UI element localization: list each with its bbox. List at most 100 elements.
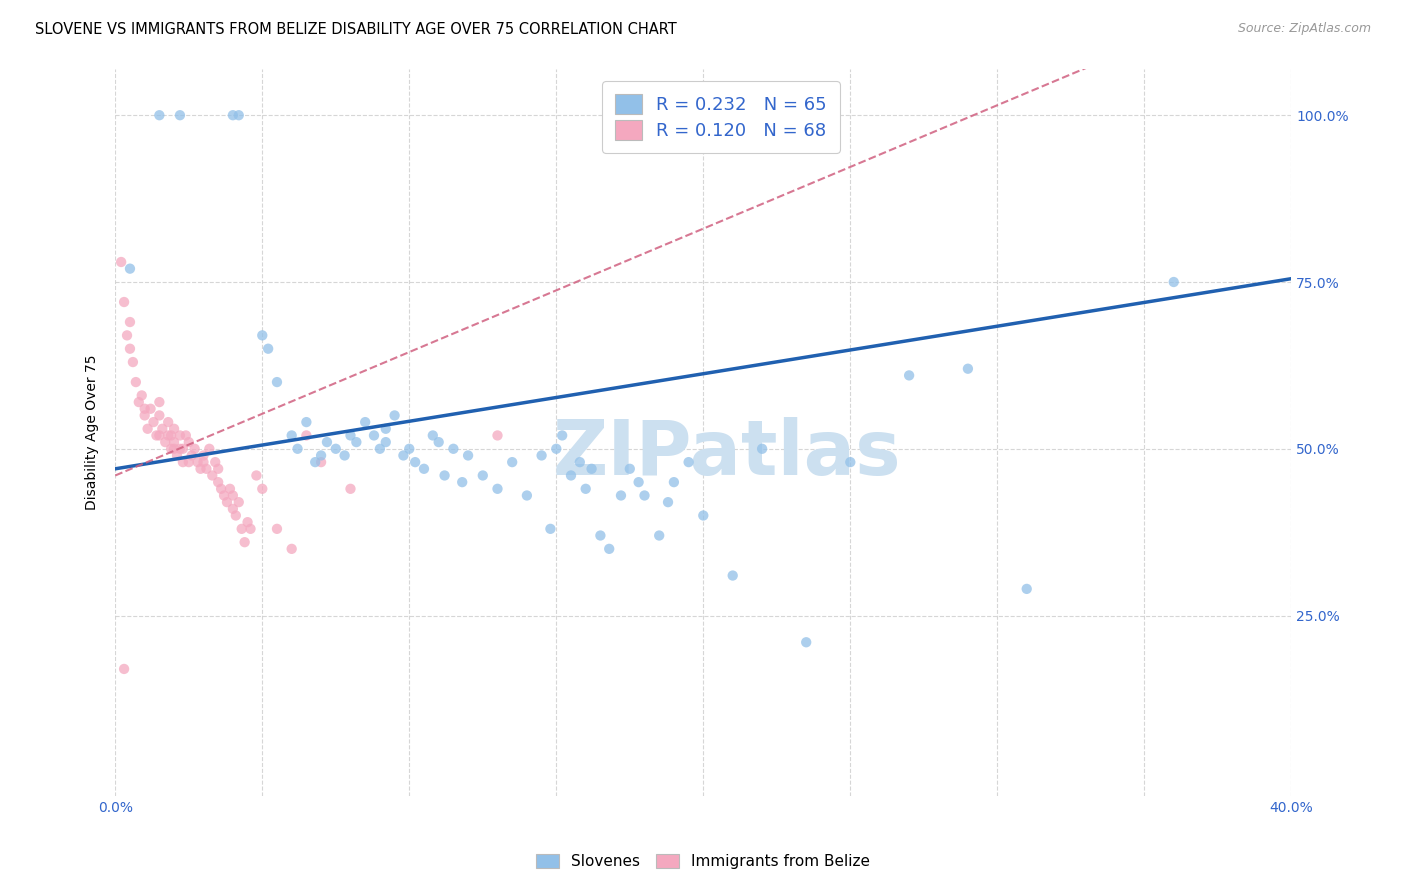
- Point: [374, 422, 396, 436]
- Point: [441, 442, 464, 456]
- Point: [325, 442, 347, 456]
- Point: [538, 522, 561, 536]
- Point: [169, 108, 191, 122]
- Point: [368, 442, 391, 456]
- Point: [142, 415, 165, 429]
- Point: [174, 428, 197, 442]
- Point: [560, 468, 582, 483]
- Point: [198, 442, 221, 456]
- Point: [451, 475, 474, 490]
- Point: [374, 435, 396, 450]
- Point: [204, 455, 226, 469]
- Point: [551, 428, 574, 442]
- Point: [486, 482, 509, 496]
- Point: [193, 455, 215, 469]
- Point: [222, 501, 245, 516]
- Point: [295, 428, 318, 442]
- Point: [648, 528, 671, 542]
- Point: [898, 368, 921, 383]
- Point: [619, 462, 641, 476]
- Point: [633, 488, 655, 502]
- Point: [721, 568, 744, 582]
- Point: [427, 435, 450, 450]
- Point: [148, 395, 170, 409]
- Point: [575, 482, 598, 496]
- Point: [157, 428, 180, 442]
- Point: [134, 401, 156, 416]
- Point: [155, 435, 177, 450]
- Point: [956, 361, 979, 376]
- Point: [309, 449, 332, 463]
- Point: [252, 328, 274, 343]
- Point: [172, 442, 194, 456]
- Point: [118, 342, 141, 356]
- Y-axis label: Disability Age Over 75: Disability Age Over 75: [86, 354, 100, 510]
- Point: [344, 435, 367, 450]
- Point: [163, 422, 186, 436]
- Point: [166, 449, 188, 463]
- Point: [148, 409, 170, 423]
- Point: [177, 455, 200, 469]
- Point: [581, 462, 603, 476]
- Point: [169, 428, 191, 442]
- Point: [145, 428, 167, 442]
- Point: [339, 482, 361, 496]
- Text: ZIPatlas: ZIPatlas: [553, 417, 901, 491]
- Point: [794, 635, 817, 649]
- Text: SLOVENE VS IMMIGRANTS FROM BELIZE DISABILITY AGE OVER 75 CORRELATION CHART: SLOVENE VS IMMIGRANTS FROM BELIZE DISABI…: [35, 22, 676, 37]
- Point: [160, 442, 183, 456]
- Point: [201, 468, 224, 483]
- Point: [190, 462, 212, 476]
- Point: [128, 395, 150, 409]
- Point: [239, 522, 262, 536]
- Point: [404, 455, 426, 469]
- Point: [280, 428, 302, 442]
- Point: [125, 375, 148, 389]
- Point: [316, 435, 339, 450]
- Point: [118, 261, 141, 276]
- Point: [546, 442, 568, 456]
- Point: [589, 528, 612, 542]
- Point: [339, 428, 361, 442]
- Point: [219, 482, 242, 496]
- Point: [172, 455, 194, 469]
- Point: [413, 462, 436, 476]
- Point: [157, 415, 180, 429]
- Point: [266, 522, 288, 536]
- Point: [457, 449, 479, 463]
- Point: [187, 455, 209, 469]
- Point: [657, 495, 679, 509]
- Point: [148, 428, 170, 442]
- Legend: Slovenes, Immigrants from Belize: Slovenes, Immigrants from Belize: [530, 847, 876, 875]
- Point: [195, 462, 218, 476]
- Point: [304, 455, 326, 469]
- Point: [598, 541, 620, 556]
- Point: [215, 495, 238, 509]
- Point: [150, 422, 173, 436]
- Point: [225, 508, 247, 523]
- Point: [568, 455, 591, 469]
- Point: [839, 455, 862, 469]
- Point: [228, 495, 250, 509]
- Text: Source: ZipAtlas.com: Source: ZipAtlas.com: [1237, 22, 1371, 36]
- Point: [222, 488, 245, 502]
- Point: [112, 295, 135, 310]
- Point: [236, 515, 259, 529]
- Point: [627, 475, 650, 490]
- Point: [398, 442, 420, 456]
- Point: [252, 482, 274, 496]
- Point: [662, 475, 685, 490]
- Point: [118, 315, 141, 329]
- Point: [183, 442, 205, 456]
- Point: [384, 409, 406, 423]
- Point: [530, 449, 553, 463]
- Point: [209, 482, 232, 496]
- Point: [516, 488, 538, 502]
- Point: [295, 415, 318, 429]
- Point: [212, 488, 235, 502]
- Point: [148, 108, 170, 122]
- Point: [228, 108, 250, 122]
- Point: [471, 468, 494, 483]
- Point: [169, 442, 191, 456]
- Point: [501, 455, 523, 469]
